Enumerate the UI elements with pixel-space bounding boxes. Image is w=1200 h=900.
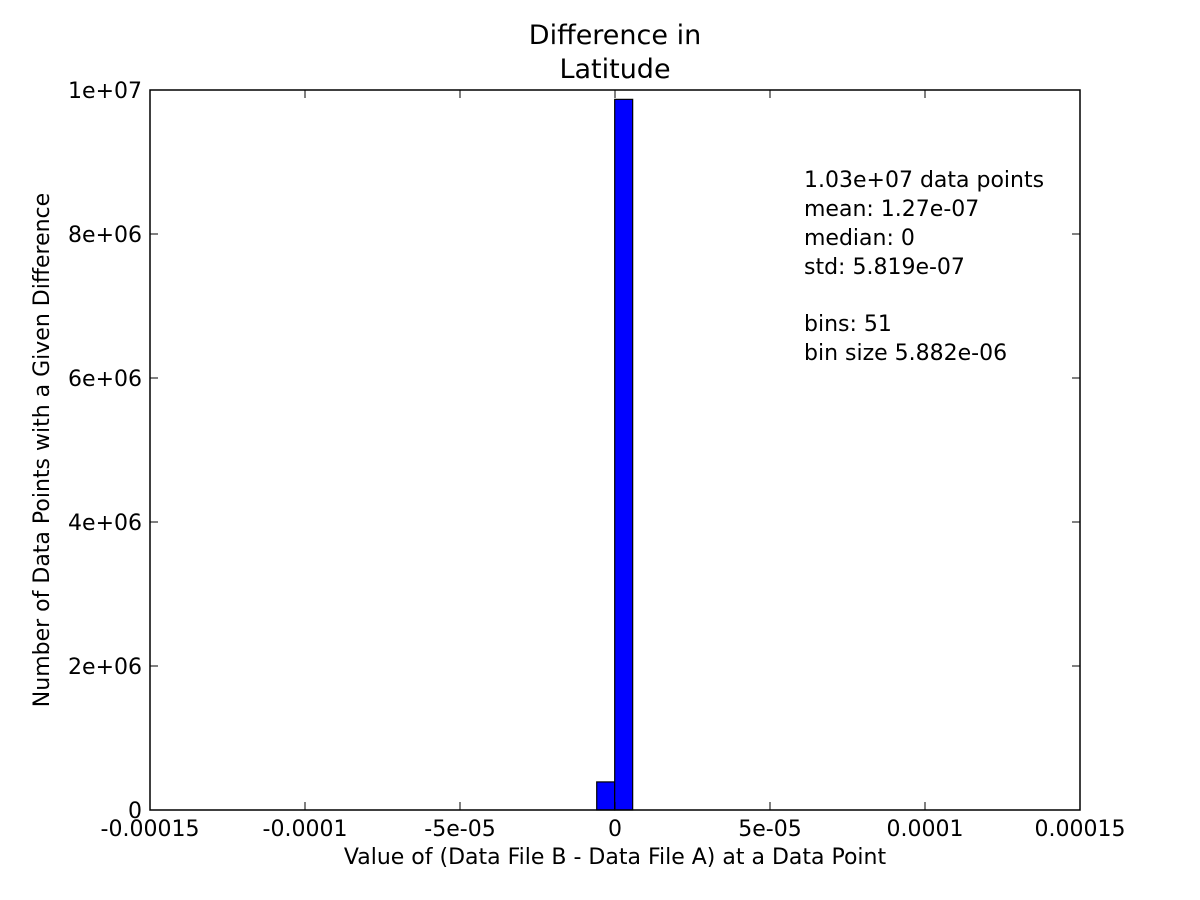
- stats-line-bin-size: bin size 5.882e-06: [804, 341, 1007, 366]
- y-tick-labels: 0 2e+06 4e+06 6e+06 8e+06 1e+07: [68, 79, 142, 824]
- plot-area-frame: [149, 89, 1081, 811]
- stats-line-median: median: 0: [804, 226, 915, 251]
- x-tick-label-5: 0.0001: [887, 817, 964, 842]
- x-tick-label-4: 5e-05: [738, 817, 801, 842]
- stats-annotation: 1.03e+07 data points mean: 1.27e-07 medi…: [804, 168, 1044, 366]
- stats-line-mean: mean: 1.27e-07: [804, 197, 979, 222]
- x-tick-label-2: -5e-05: [424, 817, 495, 842]
- x-tick-labels: -0.00015 -0.0001 -5e-05 0 5e-05 0.0001 0.00015: [101, 817, 1126, 842]
- chart-title-line-2: Latitude: [559, 54, 670, 85]
- x-tick-label-6: 0.00015: [1035, 817, 1126, 842]
- y-tick-label-5: 1e+07: [68, 79, 142, 104]
- histogram-bar-1: [596, 781, 616, 811]
- x-tick-label-1: -0.0001: [263, 817, 348, 842]
- y-tick-label-4: 8e+06: [68, 223, 142, 248]
- stats-line-std: std: 5.819e-07: [804, 255, 965, 280]
- stats-line-bins: bins: 51: [804, 312, 892, 337]
- histogram-bar-2: [614, 98, 634, 811]
- y-axis-label: Number of Data Points with a Given Diffe…: [30, 193, 55, 707]
- x-axis-label: Value of (Data File B - Data File A) at …: [344, 845, 887, 870]
- stats-line-count: 1.03e+07 data points: [804, 168, 1044, 193]
- x-tick-label-0: -0.00015: [101, 817, 200, 842]
- y-tick-label-0: 0: [128, 799, 142, 824]
- y-tick-label-2: 4e+06: [68, 511, 142, 536]
- x-tick-label-3: 0: [608, 817, 622, 842]
- chart-title-line-1: Difference in: [529, 20, 701, 51]
- y-tick-label-3: 6e+06: [68, 367, 142, 392]
- y-tick-label-1: 2e+06: [68, 655, 142, 680]
